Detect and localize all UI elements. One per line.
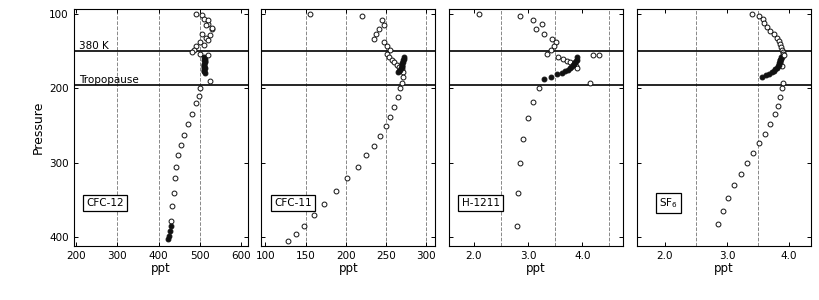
Text: H-1211: H-1211 [461,198,500,208]
X-axis label: ppt: ppt [714,262,734,275]
Text: CFC-12: CFC-12 [86,198,124,208]
X-axis label: ppt: ppt [527,262,546,275]
Text: SF$_6$: SF$_6$ [658,196,677,210]
Text: CFC-11: CFC-11 [274,198,311,208]
Text: Tropopause: Tropopause [79,75,138,85]
Y-axis label: Pressure: Pressure [32,101,45,154]
X-axis label: ppt: ppt [151,262,170,275]
X-axis label: ppt: ppt [338,262,358,275]
Text: 380 K: 380 K [79,41,109,51]
